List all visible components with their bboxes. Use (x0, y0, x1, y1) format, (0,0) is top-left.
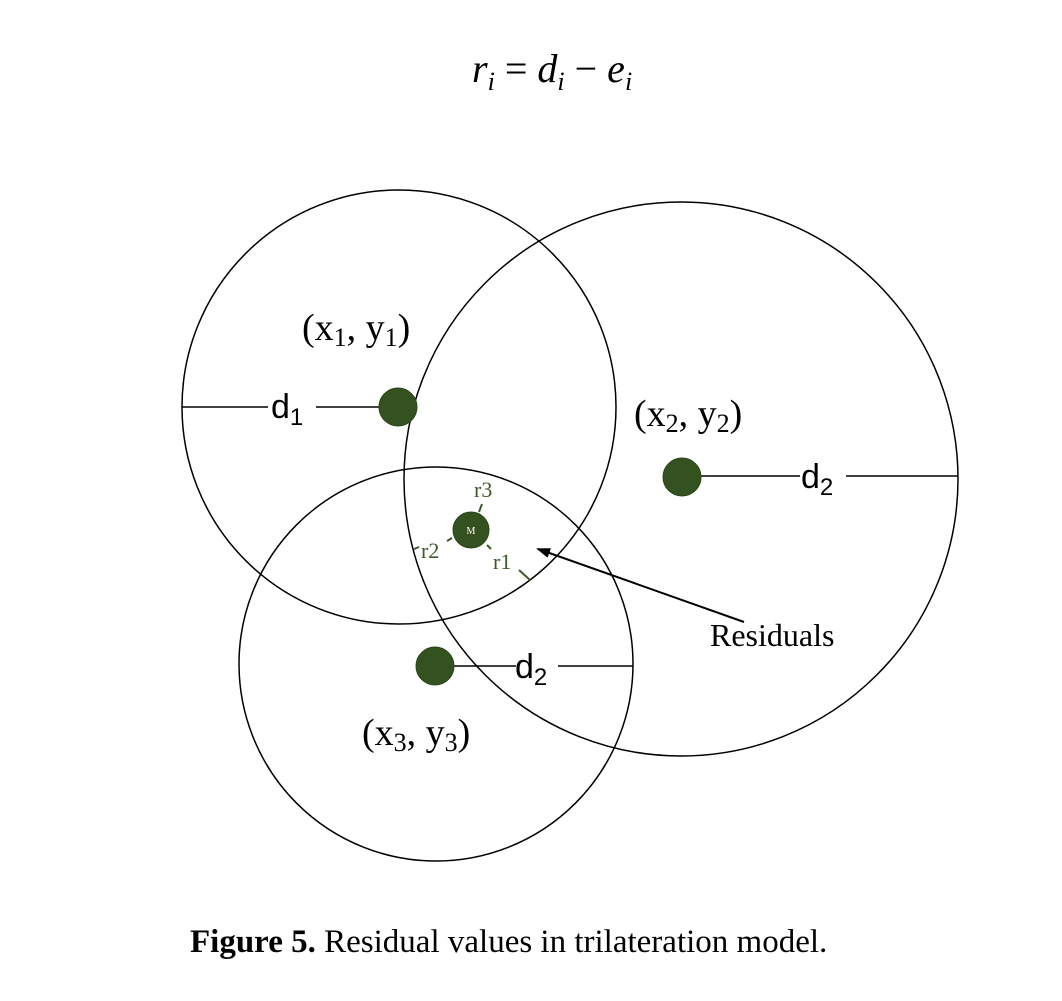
residual-tick-r2-edge (413, 546, 420, 550)
residual-label-r3: r3 (474, 477, 492, 502)
equation-d: d (537, 46, 558, 91)
mobile-node (452, 511, 490, 549)
radius-label-2: d2 (801, 458, 833, 501)
radius-label-1: d1 (271, 388, 303, 431)
equation-d-sub: i (557, 67, 564, 96)
figure-caption: Figure 5. Residual values in trilaterati… (190, 924, 827, 960)
equation: ri = di − ei (472, 46, 632, 96)
anchor-label-2: (x2, y2) (634, 393, 742, 438)
equation-e-sub: i (625, 67, 632, 96)
residual-tick-r1-near (486, 544, 492, 550)
anchor-node-2 (662, 457, 702, 497)
residuals-annotation: Residuals (710, 617, 834, 653)
radius-label-3: d2 (515, 648, 547, 691)
caption-bold: Figure 5. (190, 924, 316, 960)
equation-e: e (607, 46, 625, 91)
residual-label-r1: r1 (493, 549, 511, 574)
equation-lhs: r (472, 46, 488, 91)
circle-anchor-2 (403, 201, 959, 757)
equation-lhs-sub: i (488, 67, 495, 96)
circle-anchor-3 (238, 466, 634, 862)
residual-tick-r2 (446, 537, 453, 542)
anchor-node-3 (415, 646, 455, 686)
anchor-label-1: (x1, y1) (302, 307, 410, 352)
equation-equals: = (495, 46, 538, 91)
equation-minus: − (565, 46, 608, 91)
caption-text: Residual values in trilateration model. (316, 924, 827, 960)
residual-tick-r3 (478, 503, 483, 513)
mobile-node-label: M (467, 526, 476, 537)
residuals-arrow (536, 548, 745, 623)
residual-label-r2: r2 (421, 538, 439, 563)
residual-tick-r1 (518, 569, 531, 581)
anchor-node-1 (378, 387, 418, 427)
anchor-label-3: (x3, y3) (362, 712, 470, 757)
